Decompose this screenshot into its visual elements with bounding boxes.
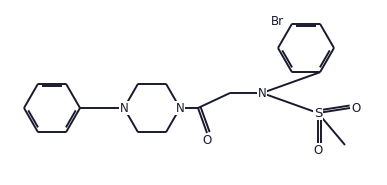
Text: O: O: [313, 144, 323, 157]
Text: N: N: [120, 102, 128, 115]
Text: Br: Br: [271, 15, 284, 28]
Text: N: N: [176, 102, 184, 115]
Text: N: N: [258, 87, 266, 100]
Text: S: S: [314, 107, 322, 120]
Text: O: O: [351, 102, 361, 115]
Text: O: O: [202, 134, 212, 147]
